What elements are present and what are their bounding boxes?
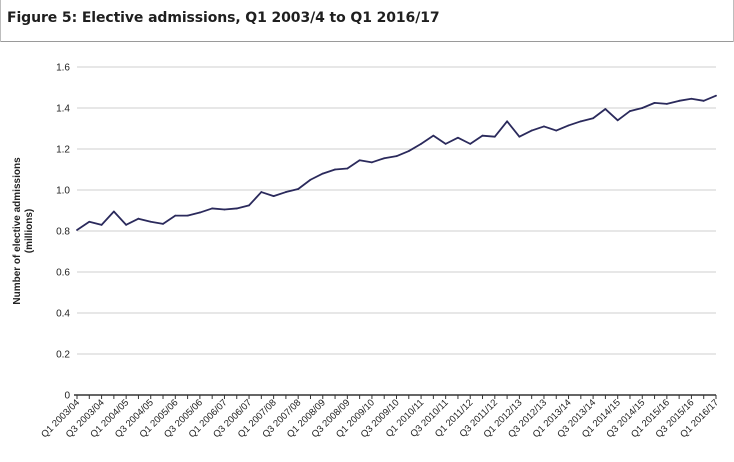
data-point-46 — [641, 107, 644, 109]
data-point-31 — [457, 136, 459, 139]
gridlines — [77, 66, 716, 355]
data-point-22 — [346, 167, 349, 170]
data-point-45 — [629, 110, 631, 112]
x-axis — [74, 394, 717, 399]
data-point-41 — [579, 120, 582, 123]
data-point-51 — [702, 99, 705, 102]
data-point-12 — [223, 208, 226, 211]
data-point-38 — [543, 125, 545, 128]
data-point-17 — [285, 191, 287, 193]
data-point-35 — [506, 120, 508, 123]
y-tick-label-5: 1.0 — [56, 186, 70, 197]
data-point-13 — [235, 207, 238, 210]
data-point-32 — [469, 142, 472, 145]
data-point-18 — [297, 188, 300, 190]
data-point-44 — [616, 119, 619, 122]
y-tick-label-6: 1.2 — [56, 145, 70, 156]
series-elective-admissions — [76, 94, 717, 231]
y-axis-label-line1: Number of elective admissions — [12, 157, 23, 305]
data-point-5 — [137, 217, 140, 220]
data-point-3 — [112, 210, 115, 213]
figure-title: Figure 5: Elective admissions, Q1 2003/4… — [7, 10, 440, 26]
y-tick-label-2: 0.4 — [56, 309, 70, 320]
data-point-0 — [76, 229, 78, 231]
data-point-29 — [432, 134, 435, 137]
y-axis-label-line2: (millions) — [24, 209, 35, 253]
data-point-8 — [174, 214, 177, 217]
data-point-27 — [407, 150, 410, 152]
data-point-52 — [715, 94, 717, 97]
y-tick-label-0: 0 — [64, 391, 70, 402]
frame-border-left — [0, 0, 1, 42]
data-point-6 — [149, 220, 152, 223]
y-tick-label-7: 1.4 — [56, 104, 70, 115]
data-point-37 — [530, 129, 533, 132]
data-point-39 — [555, 129, 558, 132]
data-point-7 — [162, 222, 164, 225]
data-point-15 — [260, 191, 263, 193]
data-point-42 — [592, 117, 595, 120]
data-point-25 — [383, 157, 386, 160]
data-point-9 — [186, 214, 189, 217]
data-point-1 — [88, 220, 91, 223]
data-point-49 — [678, 99, 681, 102]
y-tick-label-4: 0.8 — [56, 227, 70, 238]
data-point-23 — [358, 159, 361, 162]
data-point-36 — [518, 135, 521, 138]
data-point-48 — [665, 103, 668, 105]
data-point-11 — [211, 207, 214, 210]
data-point-24 — [371, 161, 373, 164]
data-point-16 — [272, 195, 275, 198]
data-point-19 — [309, 178, 312, 181]
data-point-21 — [334, 168, 336, 171]
data-point-26 — [395, 155, 398, 158]
y-tick-label-1: 0.2 — [56, 350, 70, 361]
y-axis-label: Number of elective admissions (millions) — [12, 157, 35, 305]
data-point-30 — [444, 142, 447, 145]
data-point-43 — [604, 108, 607, 110]
data-point-4 — [125, 223, 128, 226]
series-line — [76, 94, 717, 231]
data-point-14 — [248, 204, 250, 207]
y-tick-label-8: 1.6 — [56, 63, 70, 74]
data-point-2 — [100, 223, 103, 226]
data-point-28 — [420, 142, 422, 145]
data-point-34 — [493, 135, 496, 138]
data-point-50 — [690, 97, 693, 100]
y-tick-labels: 0 0.2 0.4 0.6 0.8 1.0 1.2 1.4 1.6 — [56, 63, 70, 402]
data-point-20 — [321, 172, 324, 175]
data-point-10 — [198, 211, 201, 214]
data-point-47 — [653, 101, 656, 104]
data-point-40 — [567, 124, 570, 127]
y-tick-label-3: 0.6 — [56, 268, 70, 279]
data-point-33 — [481, 134, 484, 137]
